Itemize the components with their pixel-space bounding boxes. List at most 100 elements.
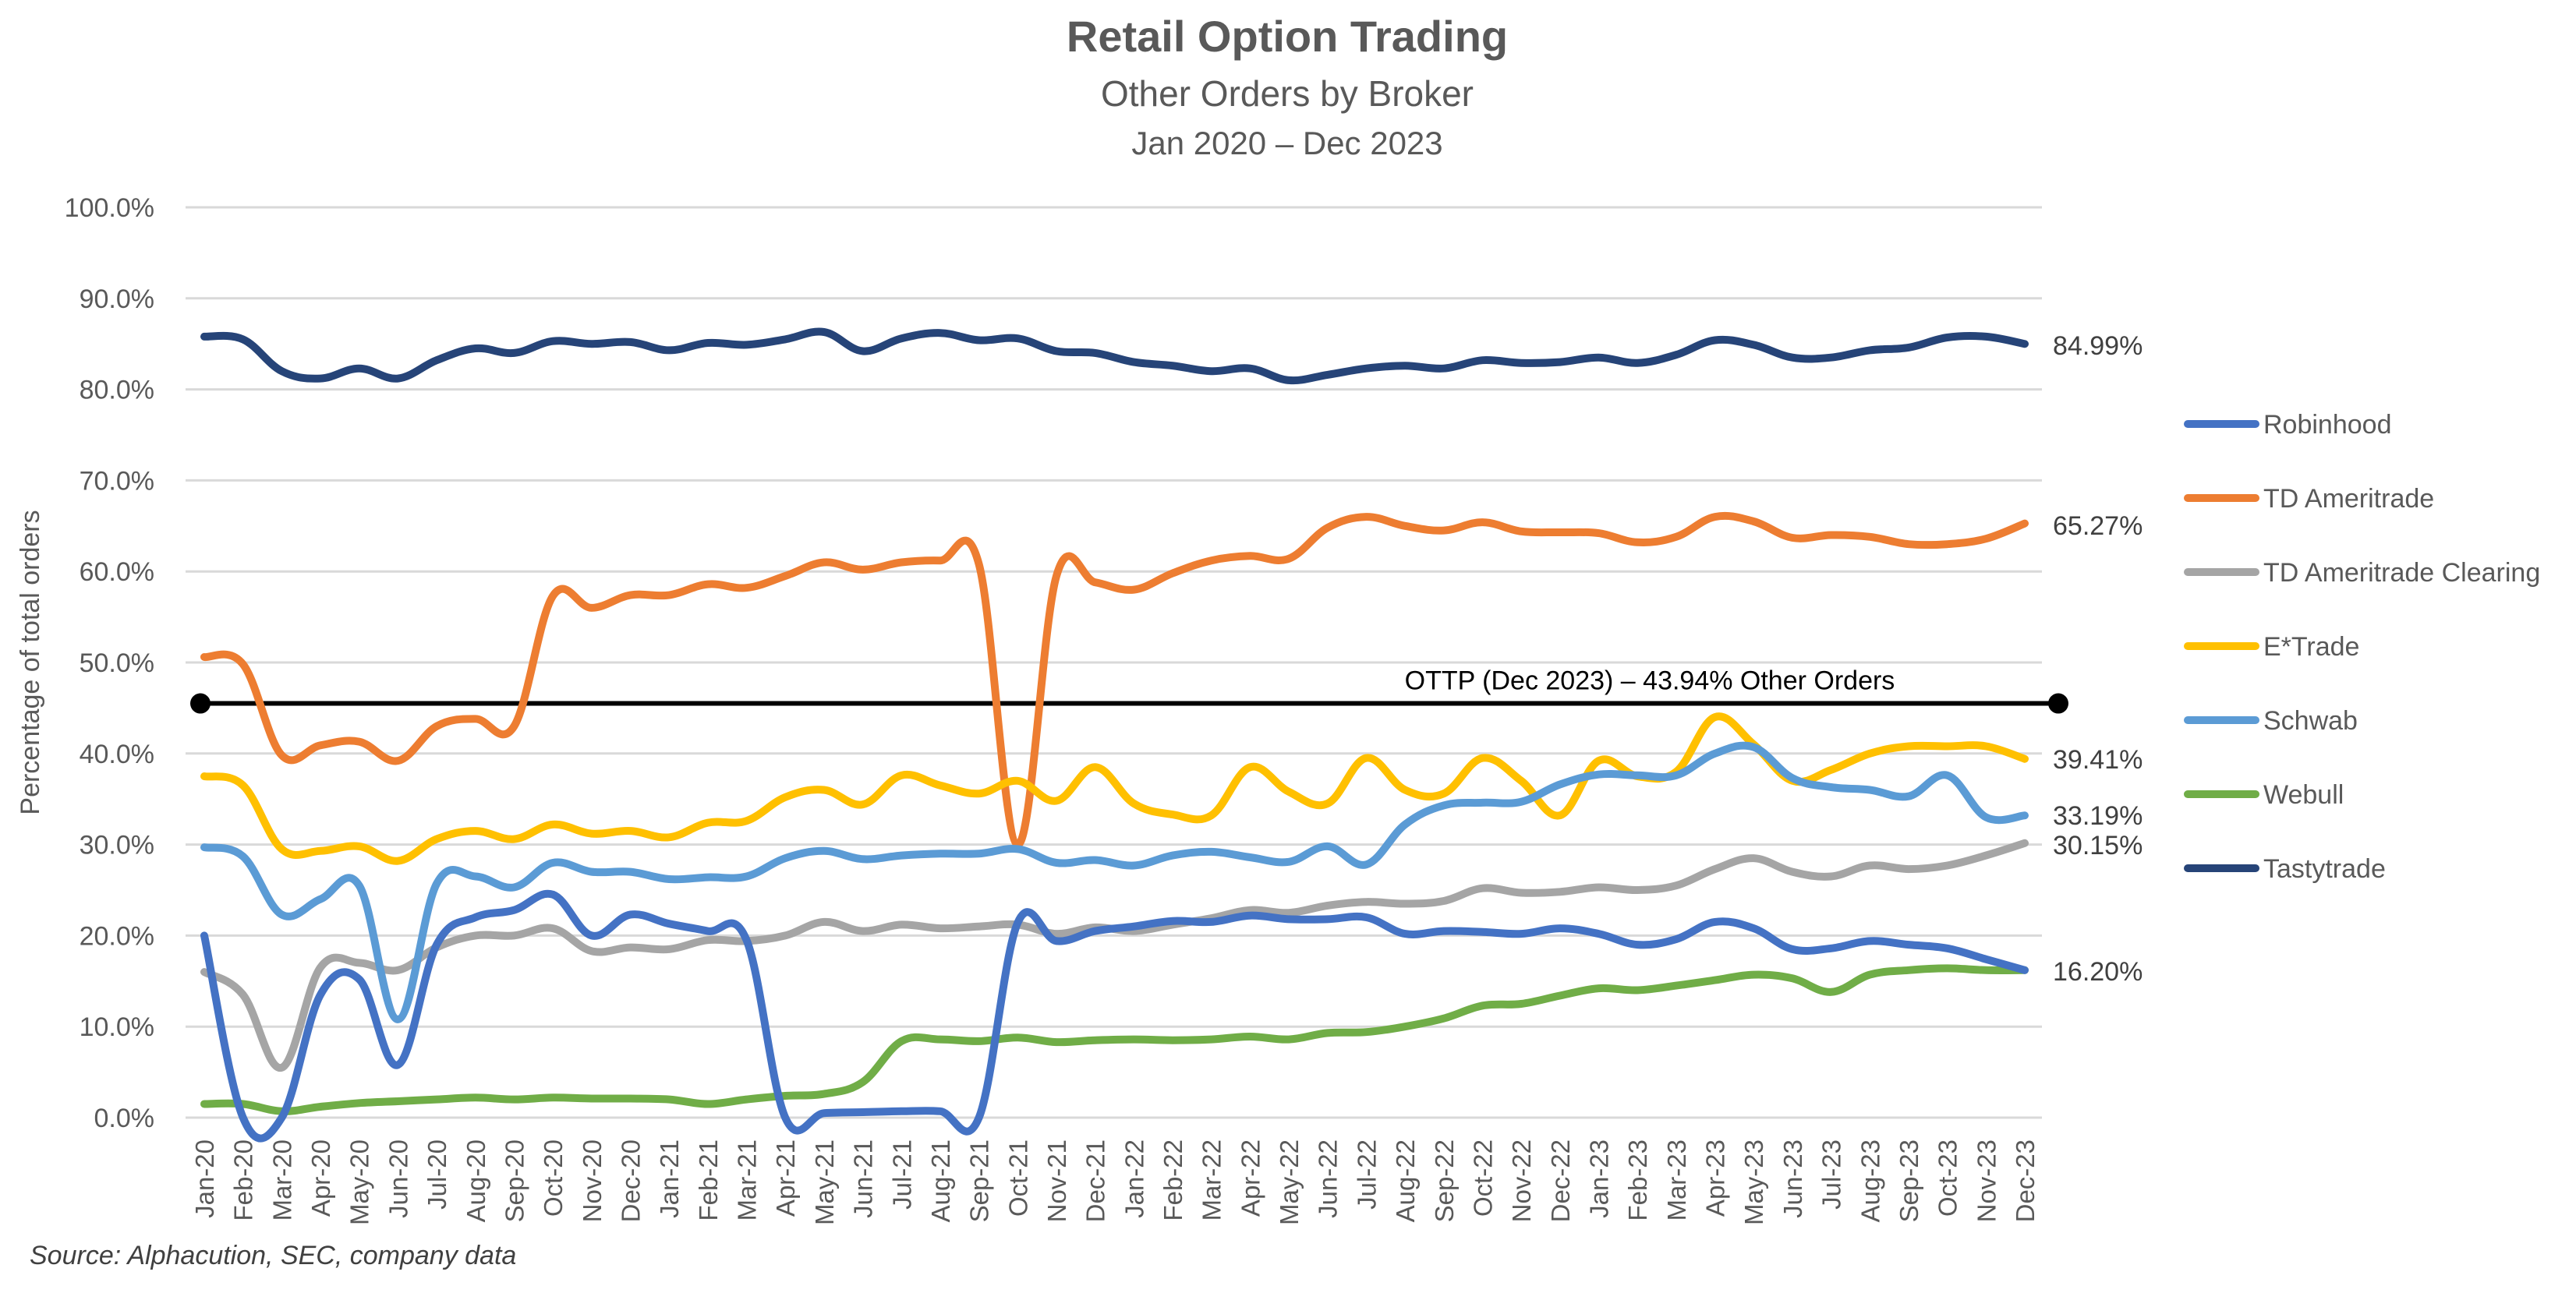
series-line-schwab — [200, 741, 2029, 1023]
series-line-e-trade — [200, 712, 2029, 865]
x-tick-label: Nov-21 — [1042, 1139, 1071, 1222]
end-label-td-ameritrade: 65.27% — [2053, 511, 2143, 541]
y-tick-label: 60.0% — [80, 557, 154, 587]
series-line-td-ameritrade — [200, 511, 2029, 849]
x-tick-label: Jul-22 — [1352, 1139, 1381, 1210]
x-tick-label: Dec-21 — [1081, 1139, 1110, 1222]
x-tick-label: Dec-20 — [616, 1139, 645, 1222]
x-tick-label: Jul-23 — [1817, 1139, 1846, 1210]
end-labels: 16.20% 65.27% 30.15% 39.41% 33.19% 84.99% — [2053, 331, 2143, 987]
legend-label: Tastytrade — [2263, 854, 2386, 884]
x-tick-label: Mar-21 — [733, 1139, 762, 1221]
y-tick-label: 20.0% — [80, 921, 154, 951]
reference-line-start-dot — [190, 693, 211, 714]
y-tick-label: 30.0% — [80, 831, 154, 860]
legend-label: TD Ameritrade Clearing — [2263, 558, 2540, 588]
x-tick-label: Nov-22 — [1507, 1139, 1536, 1222]
x-tick-label: Sep-23 — [1895, 1139, 1923, 1222]
x-tick-label: Dec-22 — [1546, 1139, 1575, 1222]
end-label-schwab: 33.19% — [2053, 801, 2143, 831]
x-tick-label: May-20 — [345, 1139, 374, 1225]
y-tick-label: 0.0% — [94, 1104, 155, 1133]
y-tick-label: 90.0% — [80, 284, 154, 314]
chart-date-range: Jan 2020 – Dec 2023 — [1131, 125, 1442, 161]
x-tick-label: Oct-22 — [1468, 1139, 1497, 1217]
x-tick-label: Apr-22 — [1236, 1139, 1265, 1217]
reference-line-label: OTTP (Dec 2023) – 43.94% Other Orders — [1405, 666, 1895, 696]
end-label-robinhood: 16.20% — [2053, 957, 2143, 987]
x-tick-label: Oct-23 — [1934, 1139, 1962, 1217]
legend-label: Robinhood — [2263, 410, 2391, 440]
x-tick-label: Dec-23 — [2011, 1139, 2040, 1222]
reference-line-group: OTTP (Dec 2023) – 43.94% Other Orders — [190, 666, 2068, 714]
x-tick-label: Apr-21 — [771, 1139, 800, 1217]
x-tick-label: Nov-20 — [578, 1139, 607, 1222]
y-tick-label: 100.0% — [65, 193, 154, 223]
x-tick-label: Oct-21 — [1003, 1139, 1032, 1217]
legend-item-e-trade: E*Trade — [2184, 632, 2359, 662]
legend-item-td-ameritrade-clearing: TD Ameritrade Clearing — [2184, 558, 2540, 588]
y-axis-ticks: 0.0% 10.0% 20.0% 30.0% 40.0% 50.0% 60.0% 70.0% 8… — [65, 193, 154, 1133]
x-tick-label: Jan-21 — [655, 1139, 684, 1218]
x-tick-label: Nov-23 — [1972, 1139, 2001, 1222]
x-axis-ticks: Jan-20 Feb-20 Mar-20 Apr-20 May-20 Jun-20 Jul-… — [190, 1139, 2040, 1225]
y-tick-label: 70.0% — [80, 466, 154, 496]
x-tick-label: Aug-20 — [462, 1139, 490, 1222]
x-tick-label: Feb-20 — [229, 1139, 258, 1221]
x-tick-label: Sep-20 — [500, 1139, 529, 1222]
end-label-tastytrade: 84.99% — [2053, 331, 2143, 361]
y-tick-label: 40.0% — [80, 740, 154, 769]
source-note: Source: Alphacution, SEC, company data — [30, 1241, 516, 1270]
x-tick-label: Jul-21 — [887, 1139, 916, 1210]
x-tick-label: Feb-23 — [1623, 1139, 1652, 1221]
y-tick-label: 10.0% — [80, 1012, 154, 1042]
x-tick-label: Mar-23 — [1662, 1139, 1691, 1221]
series-line-robinhood — [200, 889, 2029, 1143]
legend-label: TD Ameritrade — [2263, 484, 2434, 514]
series-line-tastytrade — [200, 327, 2029, 385]
x-tick-label: Sep-21 — [965, 1139, 994, 1222]
legend-item-td-ameritrade: TD Ameritrade — [2184, 484, 2434, 514]
x-tick-label: Jan-23 — [1585, 1139, 1614, 1218]
x-tick-label: Jun-23 — [1778, 1139, 1807, 1218]
x-tick-label: Apr-20 — [306, 1139, 335, 1217]
x-tick-label: Sep-22 — [1430, 1139, 1459, 1222]
y-axis-label: Percentage of total orders — [16, 510, 45, 814]
legend-item-schwab: Schwab — [2184, 706, 2358, 736]
y-tick-label: 50.0% — [80, 648, 154, 678]
x-tick-label: Aug-23 — [1856, 1139, 1884, 1222]
x-tick-label: May-23 — [1739, 1139, 1768, 1225]
x-tick-label: Aug-22 — [1391, 1139, 1420, 1222]
x-tick-label: Jun-21 — [849, 1139, 878, 1218]
reference-line-end-dot — [2048, 693, 2068, 714]
x-tick-label: Jun-22 — [1314, 1139, 1343, 1218]
x-tick-label: Aug-21 — [926, 1139, 955, 1222]
x-tick-label: May-21 — [810, 1139, 839, 1225]
x-tick-label: May-22 — [1275, 1139, 1304, 1225]
legend-label: E*Trade — [2263, 632, 2359, 662]
end-label-e-trade: 39.41% — [2053, 745, 2143, 775]
x-tick-label: Jun-20 — [384, 1139, 412, 1218]
legend-label: Webull — [2263, 780, 2344, 810]
legend-item-tastytrade: Tastytrade — [2184, 854, 2386, 884]
x-tick-label: Jul-20 — [423, 1139, 451, 1210]
legend: Robinhood TD Ameritrade TD Ameritrade Clea… — [2184, 410, 2540, 884]
x-tick-label: Mar-20 — [267, 1139, 296, 1221]
y-tick-label: 80.0% — [80, 376, 154, 405]
series-line-webull — [200, 964, 2029, 1115]
x-tick-label: Feb-21 — [694, 1139, 723, 1221]
x-tick-label: Jan-22 — [1120, 1139, 1148, 1218]
x-tick-label: Jan-20 — [190, 1139, 219, 1218]
chart-title: Retail Option Trading — [1067, 12, 1508, 61]
x-tick-label: Oct-20 — [539, 1139, 568, 1217]
chart-subtitle: Other Orders by Broker — [1101, 73, 1474, 114]
x-tick-label: Apr-23 — [1701, 1139, 1730, 1217]
series-lines — [200, 327, 2029, 1143]
x-tick-label: Mar-22 — [1198, 1139, 1226, 1221]
legend-item-robinhood: Robinhood — [2184, 410, 2391, 440]
x-tick-label: Feb-22 — [1159, 1139, 1187, 1221]
legend-item-webull: Webull — [2184, 780, 2344, 810]
legend-label: Schwab — [2263, 706, 2358, 736]
end-label-td-ameritrade-clearing: 30.15% — [2053, 831, 2143, 860]
